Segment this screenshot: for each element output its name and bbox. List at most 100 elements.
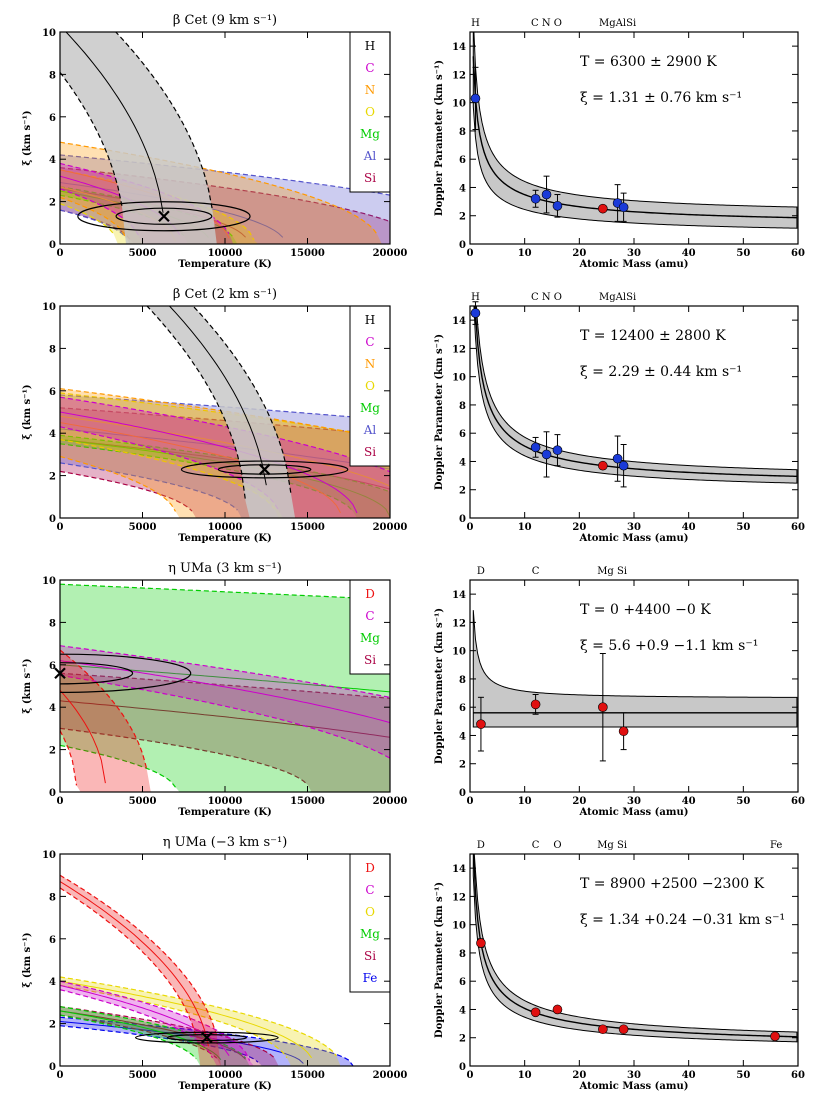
y-tick-label: 6: [459, 155, 466, 166]
x-tick-label: 5000: [129, 796, 157, 807]
y-tick-label: 6: [49, 935, 56, 946]
y-tick-label: 8: [49, 618, 56, 629]
legend: DCO Mg Si Fe: [349, 853, 391, 993]
y-tick-label: 2: [49, 472, 56, 483]
y-tick-label: 0: [459, 240, 466, 251]
axes-frame: [469, 31, 799, 245]
legend-entry-h: H: [365, 313, 375, 327]
y-axis-label: ξ (km s⁻¹): [22, 110, 33, 165]
y-tick-label: 0: [459, 1062, 466, 1073]
y-axis-label: ξ (km s⁻¹): [22, 384, 33, 439]
confidence-ellipse: [60, 653, 192, 693]
band-edge-fe: [60, 1025, 259, 1063]
legend-entry-si: Si: [364, 171, 376, 185]
panel-7: [469, 853, 799, 1067]
y-tick-label: 0: [49, 788, 56, 799]
x-tick-label: 20000: [373, 796, 408, 807]
x-tick-label: 0: [467, 1070, 474, 1081]
y-axis-label: Doppler Parameter (km s⁻¹): [434, 60, 445, 216]
fit-band: [473, 306, 798, 484]
band-center-h: [168, 306, 267, 486]
band-edge-al: [60, 209, 127, 238]
point-mg: [598, 1024, 608, 1035]
point-c: [530, 193, 541, 204]
confidence-ellipse: [180, 460, 349, 479]
x-tick-label: 20000: [373, 522, 408, 533]
legend-entry-mg: Mg: [360, 401, 380, 415]
point-h: [470, 93, 481, 104]
legend-entry-fe: Fe: [363, 971, 378, 985]
x-tick-label: 10000: [208, 796, 243, 807]
x-axis-label: Temperature (K): [178, 259, 272, 270]
band-edge-mg: [60, 583, 390, 601]
x-tick-label: 10: [518, 1070, 532, 1081]
legend-entry-h: H: [365, 39, 375, 53]
x-tick-label: 5000: [129, 522, 157, 533]
point-c: [530, 442, 541, 453]
y-tick-label: 8: [459, 949, 466, 960]
panel-title: β Cet (2 km s⁻¹): [173, 287, 277, 302]
band-mg: [60, 584, 390, 792]
y-tick-label: 8: [49, 344, 56, 355]
element-label: MgAlSi: [599, 292, 636, 303]
x-tick-label: 30: [627, 248, 641, 259]
y-axis-label: Doppler Parameter (km s⁻¹): [434, 882, 445, 1038]
axes-frame: [469, 579, 799, 793]
element-label: O: [553, 840, 561, 851]
x-tick-label: 15000: [290, 796, 325, 807]
x-tick-label: 50: [736, 796, 750, 807]
panel-4: [59, 579, 391, 793]
legend-entry-o: O: [365, 905, 375, 919]
axes-frame: [469, 305, 799, 519]
x-tick-label: 30: [627, 522, 641, 533]
point-si: [618, 202, 629, 213]
point-al: [612, 453, 623, 464]
y-tick-label: 10: [42, 850, 56, 861]
x-tick-label: 0: [57, 248, 64, 259]
x-tick-label: 60: [791, 522, 805, 533]
element-label: H: [471, 292, 480, 303]
confidence-ellipse: [60, 662, 134, 685]
band-edge-h: [60, 71, 123, 206]
y-tick-label: 2: [459, 1034, 466, 1045]
contour-bands: [60, 306, 390, 518]
y-tick-label: 8: [459, 675, 466, 686]
fit-xi-text: ξ = 1.34 +0.24 −0.31 km s⁻¹: [580, 912, 785, 928]
confidence-ellipse: [77, 201, 251, 232]
y-tick-label: 2: [459, 760, 466, 771]
y-tick-label: 2: [459, 212, 466, 223]
band-edge-o: [60, 984, 288, 1059]
band-center-h: [65, 32, 164, 213]
y-tick-label: 4: [49, 429, 56, 440]
x-tick-label: 40: [682, 248, 696, 259]
panel-6: [59, 853, 391, 1067]
y-tick-label: 10: [452, 921, 466, 932]
y-tick-label: 6: [49, 661, 56, 672]
y-tick-label: 2: [49, 1020, 56, 1031]
band-center-d: [60, 881, 209, 1047]
panel-title: η UMa (3 km s⁻¹): [168, 561, 282, 576]
x-axis-label: Atomic Mass (amu): [579, 807, 689, 818]
legend-entry-c: C: [365, 61, 374, 75]
x-tick-label: 0: [467, 522, 474, 533]
point-h: [470, 308, 481, 318]
point-si: [618, 726, 629, 737]
y-tick-label: 14: [452, 590, 466, 601]
fit-temperature-text: T = 12400 ± 2800 K: [580, 328, 726, 344]
element-label: C: [532, 840, 540, 851]
band-edge-n: [60, 455, 177, 512]
fit-temperature-text: T = 6300 ± 2900 K: [580, 54, 717, 70]
band-edge-c: [60, 426, 280, 511]
band-edge-n: [60, 196, 127, 239]
panel-2: [59, 305, 391, 519]
legend-entry-c: C: [365, 335, 374, 349]
x-tick-label: 10000: [208, 522, 243, 533]
x-tick-label: 60: [791, 796, 805, 807]
y-tick-label: 10: [42, 28, 56, 39]
axes-frame: [469, 853, 799, 1067]
panel-title: β Cet (9 km s⁻¹): [173, 13, 277, 28]
y-tick-label: 0: [49, 240, 56, 251]
